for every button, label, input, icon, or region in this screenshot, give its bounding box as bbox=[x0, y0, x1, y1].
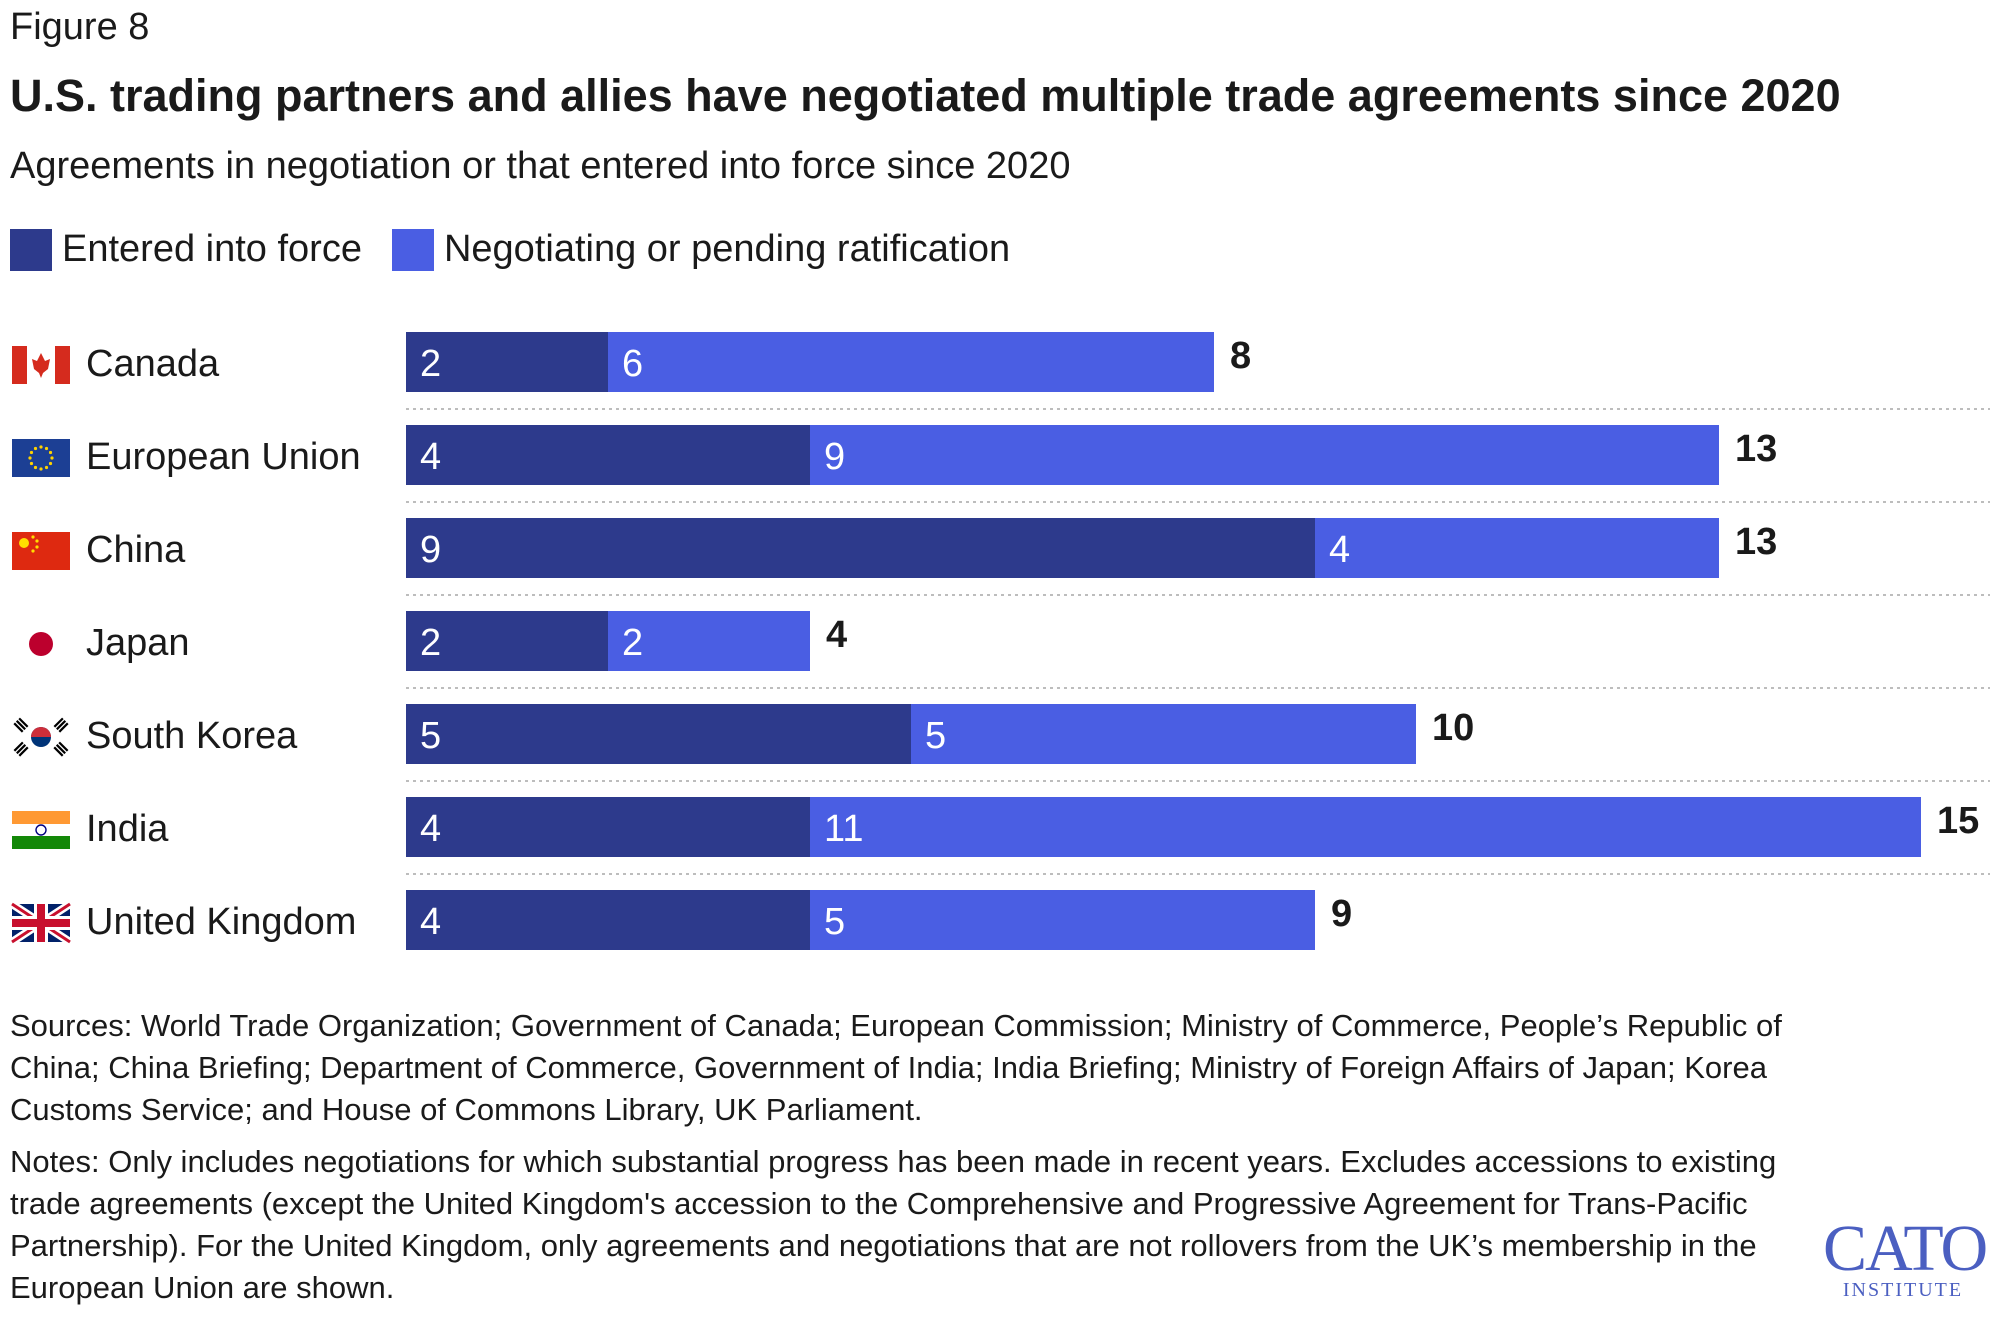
chart-title: U.S. trading partners and allies have ne… bbox=[10, 70, 1841, 121]
segment-value-label: 11 bbox=[824, 808, 863, 850]
china-flag bbox=[12, 532, 70, 570]
category-label: European Union bbox=[86, 436, 361, 478]
category-label: United Kingdom bbox=[86, 901, 356, 943]
chart-subtitle: Agreements in negotiation or that entere… bbox=[10, 145, 1071, 187]
south-korea-flag bbox=[12, 717, 70, 757]
bar-segment-negotiating bbox=[810, 797, 1921, 857]
segment-value-label: 2 bbox=[420, 622, 441, 664]
bar-segment-entered bbox=[406, 797, 810, 857]
chart-row: Canada 2 6 8 bbox=[12, 332, 1990, 410]
segment-value-label: 2 bbox=[420, 343, 441, 385]
legend-swatch-entered bbox=[10, 228, 52, 271]
total-value-label: 15 bbox=[1937, 800, 1979, 842]
logo-wordmark: CATO bbox=[1823, 1212, 1988, 1285]
legend-item-entered: Entered into force bbox=[10, 228, 362, 271]
legend: Entered into force Negotiating or pendin… bbox=[10, 228, 1040, 271]
chart-row: India 4 11 15 bbox=[12, 797, 1990, 875]
sources-note: Sources: World Trade Organization; Gover… bbox=[10, 1008, 1782, 1127]
segment-value-label: 4 bbox=[420, 436, 441, 478]
total-value-label: 8 bbox=[1230, 335, 1251, 377]
logo-subtitle: INSTITUTE bbox=[1842, 1279, 1964, 1301]
category-label: India bbox=[86, 808, 169, 850]
bar-segment-entered bbox=[406, 425, 810, 485]
category-label: Japan bbox=[86, 622, 190, 664]
bar-segment-negotiating bbox=[1315, 518, 1719, 578]
figure-label: Figure 8 bbox=[10, 6, 150, 48]
segment-value-label: 2 bbox=[622, 622, 643, 664]
cato-logo: CATO INSTITUTE bbox=[1823, 1212, 1988, 1301]
segment-value-label: 5 bbox=[925, 715, 946, 757]
segment-value-label: 4 bbox=[420, 901, 441, 943]
bar-segment-negotiating bbox=[911, 704, 1416, 764]
chart-row: United Kingdom 4 5 9 bbox=[9, 890, 1352, 950]
bar-segment-entered bbox=[406, 332, 608, 392]
bar-chart: Canada 2 6 8 European Union 4 9 13 China 9 4 13 Japa… bbox=[9, 332, 1990, 950]
segment-value-label: 5 bbox=[824, 901, 845, 943]
chart-row: China 9 4 13 bbox=[12, 518, 1990, 596]
category-label: South Korea bbox=[86, 715, 298, 757]
total-value-label: 10 bbox=[1432, 707, 1474, 749]
india-flag bbox=[12, 811, 70, 849]
legend-label-entered: Entered into force bbox=[62, 228, 362, 270]
legend-label-negotiating: Negotiating or pending ratification bbox=[443, 228, 1011, 270]
bar-segment-entered bbox=[406, 704, 911, 764]
category-label: China bbox=[86, 529, 186, 571]
eu-flag bbox=[12, 439, 70, 477]
segment-value-label: 9 bbox=[824, 436, 845, 478]
chart-row: South Korea 5 5 10 bbox=[12, 704, 1990, 782]
chart-row: Japan 2 2 4 bbox=[12, 611, 1990, 689]
japan-flag bbox=[12, 625, 70, 663]
legend-swatch-negotiating bbox=[391, 228, 434, 271]
total-value-label: 13 bbox=[1735, 521, 1777, 563]
bar-segment-negotiating bbox=[608, 332, 1214, 392]
segment-value-label: 5 bbox=[420, 715, 441, 757]
total-value-label: 13 bbox=[1735, 428, 1777, 470]
chart-row: European Union 4 9 13 bbox=[12, 425, 1990, 503]
segment-value-label: 4 bbox=[1329, 529, 1350, 571]
canada-flag bbox=[12, 346, 70, 384]
segment-value-label: 4 bbox=[420, 808, 441, 850]
uk-flag bbox=[9, 900, 73, 946]
segment-value-label: 9 bbox=[420, 529, 441, 571]
notes-text: Notes: Only includes negotiations for wh… bbox=[10, 1144, 1777, 1305]
category-label: Canada bbox=[86, 343, 220, 385]
bar-segment-entered bbox=[406, 611, 608, 671]
total-value-label: 9 bbox=[1331, 893, 1352, 935]
segment-value-label: 6 bbox=[622, 343, 643, 385]
bar-segment-entered bbox=[406, 890, 810, 950]
bar-segment-entered bbox=[406, 518, 1315, 578]
legend-item-negotiating: Negotiating or pending ratification bbox=[391, 228, 1011, 271]
bar-segment-negotiating bbox=[810, 425, 1719, 485]
bar-segment-negotiating bbox=[810, 890, 1315, 950]
bar-segment-negotiating bbox=[608, 611, 810, 671]
total-value-label: 4 bbox=[826, 614, 847, 656]
